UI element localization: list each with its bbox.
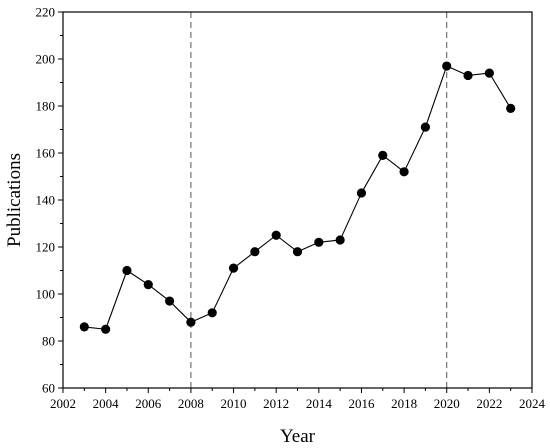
data-point-2018 <box>399 167 409 177</box>
x-tick-label-2010: 2010 <box>221 396 247 411</box>
data-point-2015 <box>335 235 345 245</box>
y-tick-label-180: 180 <box>36 99 56 114</box>
y-tick-label-160: 160 <box>36 146 56 161</box>
data-point-2020 <box>442 61 452 71</box>
data-point-2010 <box>228 263 239 273</box>
data-point-2006 <box>143 280 153 290</box>
x-tick-label-2012: 2012 <box>263 396 289 411</box>
data-point-2007 <box>164 296 175 306</box>
data-point-2012 <box>271 230 281 240</box>
data-point-2005 <box>122 265 132 276</box>
x-tick-label-2004: 2004 <box>93 396 120 411</box>
data-point-2023 <box>506 103 516 113</box>
x-tick-label-2002: 2002 <box>50 396 76 411</box>
y-axis-title: Publications <box>4 153 25 247</box>
x-tick-label-2022: 2022 <box>476 396 502 411</box>
data-point-2003 <box>79 322 89 332</box>
reference-lines <box>190 12 448 388</box>
x-axis-ticks: 2002 2004 2006 2008 2010 2012 2014 2016 2018 2020… <box>50 388 546 411</box>
x-tick-label-2024: 2024 <box>519 396 546 411</box>
data-point-2013 <box>292 247 303 257</box>
y-tick-label-80: 80 <box>42 334 55 349</box>
y-tick-label-120: 120 <box>36 240 56 255</box>
data-point-2016 <box>356 188 367 198</box>
y-tick-label-60: 60 <box>42 381 55 396</box>
x-tick-label-2016: 2016 <box>348 396 375 411</box>
data-point-2014 <box>314 237 324 247</box>
x-tick-label-2006: 2006 <box>135 396 162 411</box>
plot-frame <box>62 11 533 389</box>
data-point-2009 <box>207 308 217 318</box>
data-point-2021 <box>463 70 473 81</box>
x-tick-label-2018: 2018 <box>391 396 417 411</box>
y-tick-label-100: 100 <box>36 287 56 302</box>
data-point-2022 <box>484 68 494 78</box>
data-point-2019 <box>420 122 431 132</box>
y-tick-label-220: 220 <box>36 5 56 20</box>
x-axis-title: Year <box>280 426 316 447</box>
x-tick-label-2014: 2014 <box>306 396 333 411</box>
data-points <box>79 61 516 334</box>
x-tick-label-2008: 2008 <box>178 396 204 411</box>
y-axis-ticks: 60 80 100 120 140 160 180 200 220 <box>36 5 63 396</box>
y-tick-label-140: 140 <box>36 193 56 208</box>
data-point-2011 <box>250 247 260 257</box>
data-point-2004 <box>101 324 111 334</box>
x-tick-label-2020: 2020 <box>434 396 460 411</box>
data-point-2017 <box>378 150 388 160</box>
y-tick-label-200: 200 <box>36 52 56 67</box>
data-point-2008 <box>186 317 196 327</box>
